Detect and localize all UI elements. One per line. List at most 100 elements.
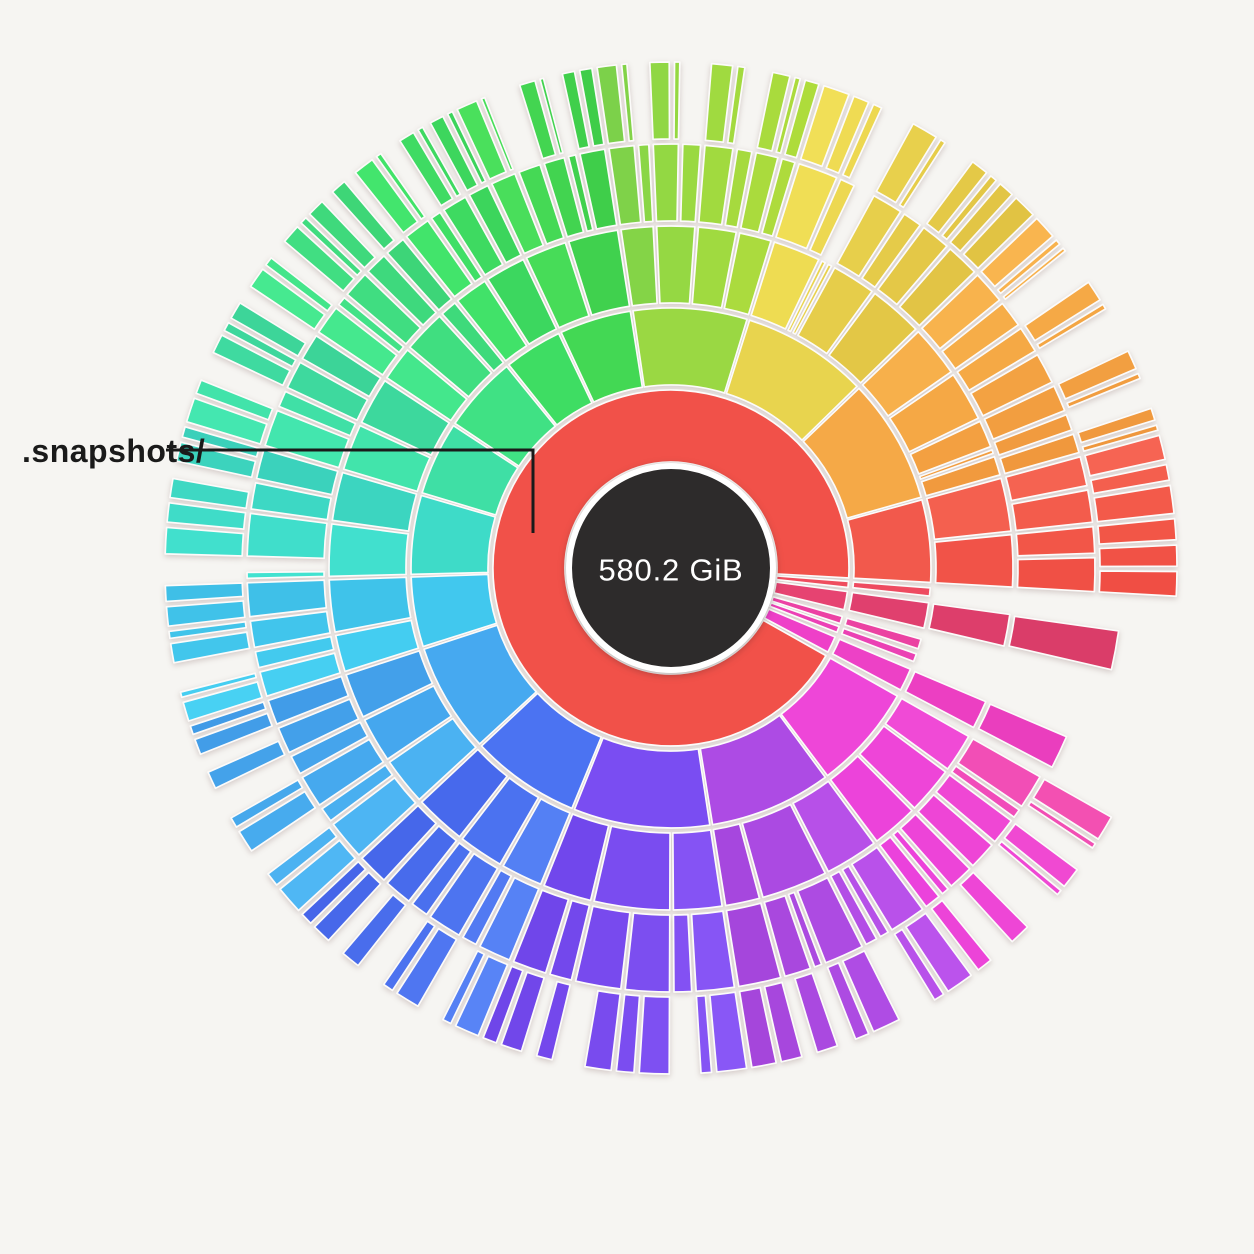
sunburst-segment-level-4[interactable]: [775, 163, 838, 250]
sunburst-segment-level-3[interactable]: [331, 471, 418, 532]
sunburst-segment-level-3[interactable]: [385, 349, 468, 422]
sunburst-segment-level-5[interactable]: [596, 64, 626, 145]
sunburst-segment-level-4[interactable]: [672, 913, 693, 993]
sunburst-segment-level-4[interactable]: [761, 157, 796, 238]
sunburst-segment-level-4[interactable]: [1008, 615, 1120, 671]
sunburst-segment-level-3[interactable]: [691, 226, 738, 309]
sunburst-segment-level-4[interactable]: [249, 610, 331, 649]
sunburst-segment-level-4[interactable]: [321, 764, 394, 822]
sunburst-segment-level-4[interactable]: [739, 151, 779, 234]
sunburst-segment-level-4[interactable]: [917, 793, 993, 867]
sunburst-segment-level-4[interactable]: [478, 876, 540, 961]
sunburst-segment-level-3[interactable]: [360, 379, 451, 457]
sunburst-segment-level-4[interactable]: [254, 635, 335, 669]
sunburst-segment-level-5[interactable]: [1032, 778, 1113, 840]
sunburst-segment-level-2[interactable]: [840, 627, 918, 663]
sunburst-segment-level-5[interactable]: [212, 334, 291, 387]
sunburst-segment-level-2[interactable]: [725, 319, 858, 442]
sunburst-segment-level-5[interactable]: [1024, 281, 1101, 342]
sunburst-segment-level-4[interactable]: [567, 154, 594, 233]
sunburst-segment-level-5[interactable]: [429, 115, 479, 192]
sunburst-segment-level-4[interactable]: [970, 353, 1053, 417]
sunburst-segment-level-4[interactable]: [1016, 556, 1096, 593]
sunburst-segment-level-5[interactable]: [925, 160, 988, 234]
sunburst-segment-level-5[interactable]: [182, 681, 263, 722]
sunburst-segment-level-5[interactable]: [230, 302, 307, 357]
sunburst-segment-level-5[interactable]: [1002, 247, 1067, 301]
sunburst-segment-level-4[interactable]: [1005, 455, 1088, 502]
sunburst-segment-level-5[interactable]: [195, 379, 274, 421]
sunburst-segment-level-2[interactable]: [507, 332, 593, 426]
sunburst-segment-level-5[interactable]: [417, 126, 462, 198]
sunburst-segment-level-5[interactable]: [905, 912, 973, 993]
sunburst-segment-level-2[interactable]: [560, 310, 644, 403]
sunburst-segment-level-5[interactable]: [396, 927, 458, 1008]
sunburst-segment-level-5[interactable]: [756, 71, 791, 152]
sunburst-segment-level-3[interactable]: [792, 263, 833, 335]
sunburst-segment-level-3[interactable]: [334, 619, 420, 673]
sunburst-segment-level-4[interactable]: [950, 765, 1021, 819]
sunburst-segment-level-5[interactable]: [500, 971, 545, 1053]
sunburst-segment-level-4[interactable]: [430, 211, 483, 283]
sunburst-segment-level-5[interactable]: [799, 84, 850, 168]
sunburst-segment-level-5[interactable]: [1057, 350, 1137, 400]
sunburst-segment-level-5[interactable]: [941, 175, 998, 241]
sunburst-segment-level-4[interactable]: [999, 433, 1080, 475]
sunburst-segment-level-3[interactable]: [797, 266, 873, 355]
sunburst-segment-level-5[interactable]: [1093, 484, 1175, 523]
sunburst-segment-level-4[interactable]: [337, 296, 405, 354]
sunburst-segment-level-3[interactable]: [904, 670, 987, 729]
sunburst-segment-level-3[interactable]: [525, 241, 590, 329]
sunburst-segment-level-3[interactable]: [741, 803, 827, 899]
sunburst-segment-level-4[interactable]: [574, 905, 631, 990]
sunburst-segment-level-4[interactable]: [579, 148, 618, 230]
sunburst-segment-level-2[interactable]: [454, 365, 557, 468]
sunburst-segment-level-4[interactable]: [278, 390, 357, 437]
sunburst-segment-level-5[interactable]: [399, 131, 454, 207]
sunburst-segment-level-4[interactable]: [983, 385, 1066, 440]
sunburst-segment-level-5[interactable]: [223, 321, 297, 368]
sunburst-segment-level-3[interactable]: [672, 829, 723, 911]
sunburst-segment-level-4[interactable]: [255, 448, 339, 496]
sunburst-segment-level-5[interactable]: [980, 217, 1054, 288]
sunburst-segment-level-4[interactable]: [697, 144, 734, 226]
sunburst-segment-level-5[interactable]: [949, 182, 1014, 253]
sunburst-segment-level-5[interactable]: [179, 672, 258, 699]
sunburst-segment-level-5[interactable]: [1036, 303, 1107, 350]
sunburst-segment-level-1[interactable]: [492, 389, 850, 747]
sunburst-segment-level-5[interactable]: [1098, 544, 1178, 568]
sunburst-segment-level-5[interactable]: [207, 740, 286, 790]
sunburst-segment-level-1[interactable]: [768, 602, 840, 634]
sunburst-segment-level-5[interactable]: [620, 63, 635, 142]
sunburst-segment-level-4[interactable]: [877, 226, 948, 306]
sunburst-segment-level-5[interactable]: [168, 620, 248, 640]
center-total[interactable]: [566, 463, 776, 673]
sunburst-segment-level-3[interactable]: [420, 748, 508, 838]
sunburst-segment-level-5[interactable]: [279, 839, 357, 912]
sunburst-segment-level-5[interactable]: [166, 501, 247, 530]
sunburst-segment-level-4[interactable]: [796, 876, 864, 964]
sunburst-segment-level-2[interactable]: [699, 714, 827, 826]
sunburst-segment-level-5[interactable]: [1090, 463, 1171, 495]
sunburst-segment-level-5[interactable]: [738, 986, 778, 1069]
sunburst-segment-level-1[interactable]: [773, 581, 849, 611]
sunburst-segment-level-5[interactable]: [638, 995, 671, 1075]
sunburst-segment-level-5[interactable]: [480, 96, 514, 172]
sunburst-segment-level-3[interactable]: [712, 823, 761, 907]
sunburst-segment-level-2[interactable]: [410, 573, 498, 648]
sunburst-segment-level-3[interactable]: [920, 455, 1001, 497]
sunburst-segment-level-3[interactable]: [909, 420, 992, 475]
sunburst-segment-level-4[interactable]: [652, 143, 680, 223]
sunburst-segment-level-4[interactable]: [286, 361, 369, 422]
sunburst-segment-level-4[interactable]: [332, 776, 417, 856]
sunburst-segment-level-5[interactable]: [1066, 372, 1142, 409]
sunburst-segment-level-4[interactable]: [787, 891, 823, 968]
sunburst-segment-level-3[interactable]: [933, 533, 1014, 588]
sunburst-segment-level-4[interactable]: [892, 829, 949, 895]
sunburst-segment-level-5[interactable]: [539, 77, 564, 155]
sunburst-segment-level-5[interactable]: [930, 899, 992, 971]
sunburst-segment-level-5[interactable]: [775, 76, 802, 155]
sunburst-segment-level-4[interactable]: [429, 852, 499, 937]
sunburst-segment-level-3[interactable]: [928, 603, 1011, 647]
sunburst-segment-level-5[interactable]: [382, 920, 436, 992]
